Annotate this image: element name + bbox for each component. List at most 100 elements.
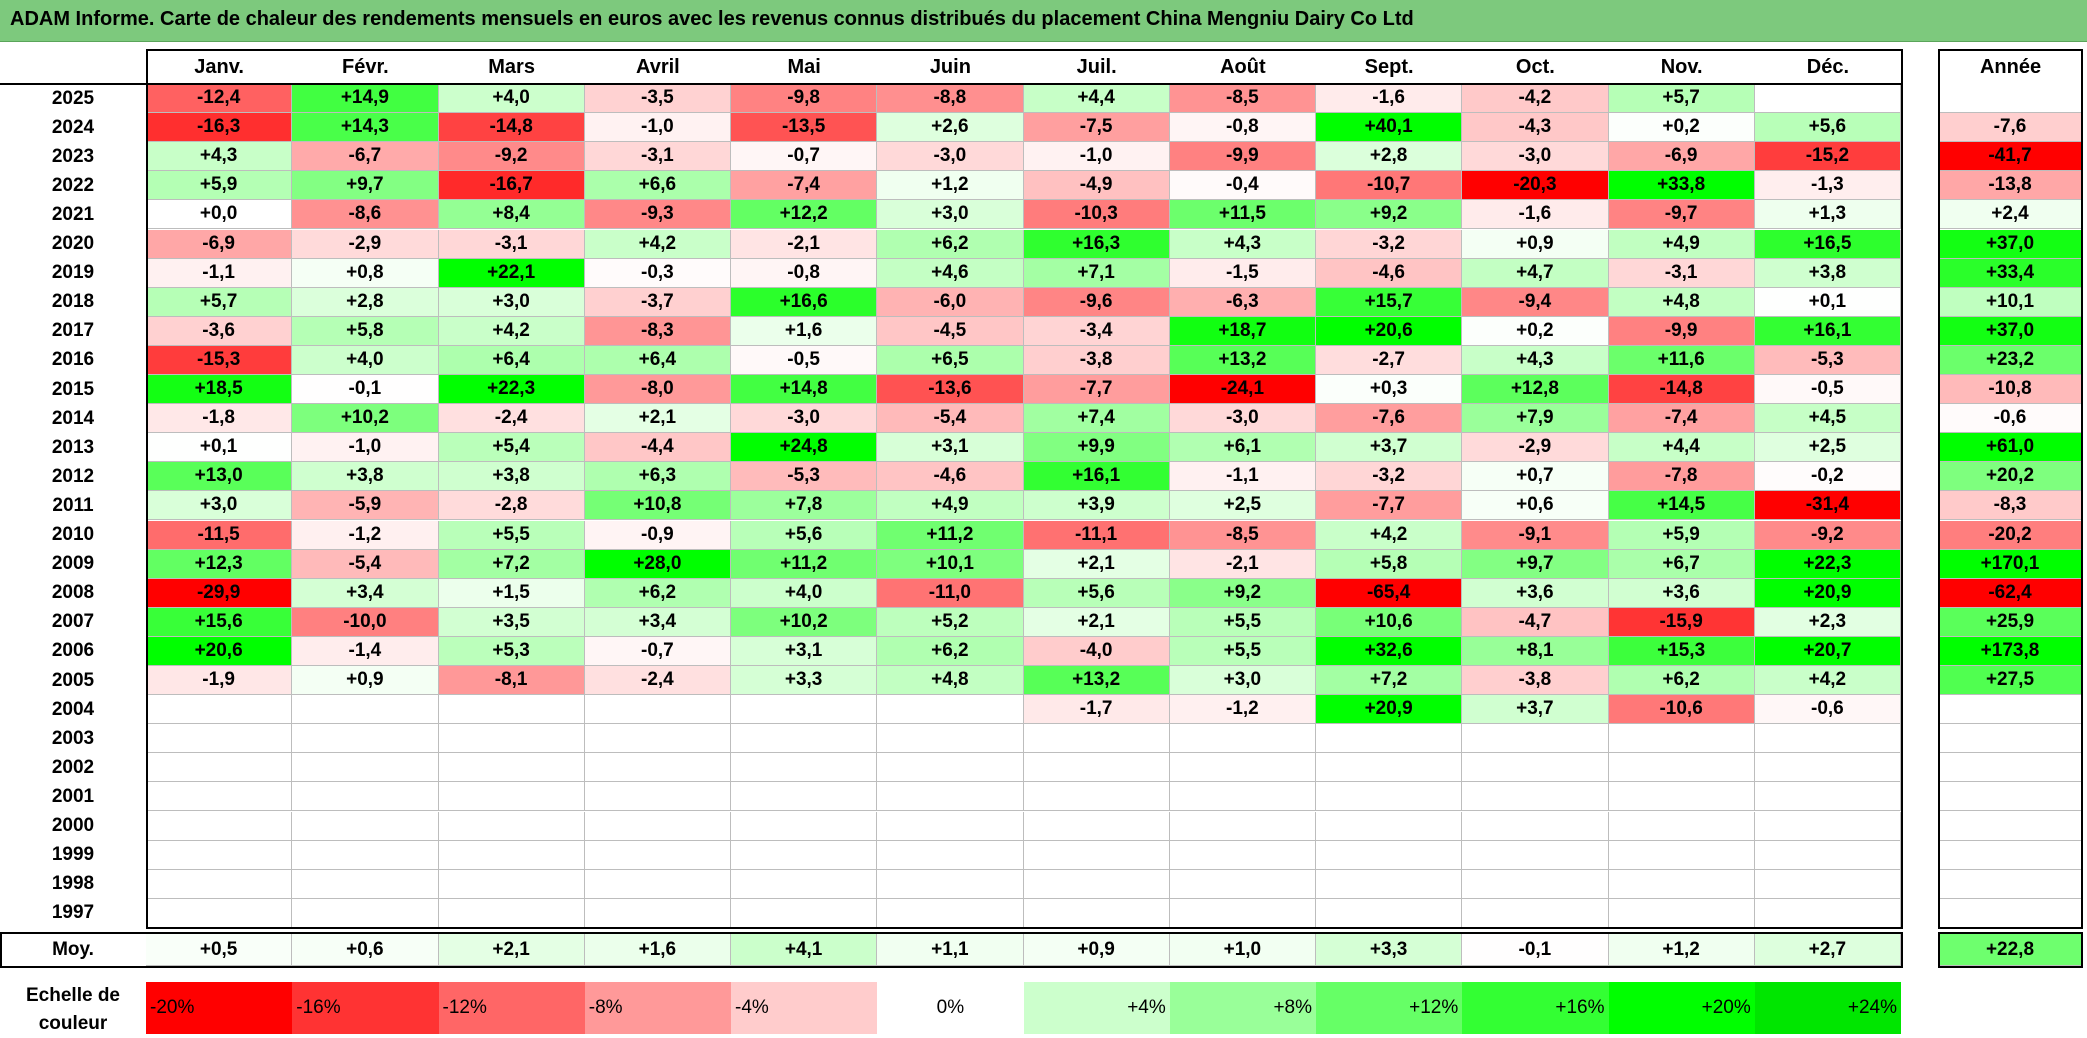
heatmap-cell: +3,9 (1023, 491, 1170, 521)
average-cell: +0,9 (1023, 934, 1170, 966)
heatmap-cell (1608, 753, 1755, 783)
heatmap-cell (1608, 782, 1755, 812)
heatmap-cell: -3,0 (877, 142, 1024, 172)
heatmap-cell: -6,0 (877, 287, 1024, 317)
heatmap-cell: +3,8 (292, 462, 439, 492)
year-label: 2000 (51, 815, 95, 837)
heatmap-cell: -1,2 (1169, 695, 1316, 725)
heatmap-cell (877, 898, 1024, 928)
annual-cell (1938, 753, 2083, 783)
heatmap-cell: -4,5 (877, 316, 1024, 346)
year-label: 2016 (51, 349, 95, 371)
heatmap-cell (292, 753, 439, 783)
heatmap-cell: -1,7 (1023, 695, 1170, 725)
heatmap-cell (731, 782, 878, 812)
heatmap-cell: +12,2 (731, 200, 878, 230)
heatmap-cell: +3,0 (146, 491, 293, 521)
heatmap-cell: -9,7 (1608, 200, 1755, 230)
heatmap-cell (731, 869, 878, 899)
year-label: 2025 (51, 87, 95, 109)
annual-cell: +37,0 (1938, 316, 2083, 346)
heatmap-cell (438, 753, 585, 783)
heatmap-cell: +3,8 (438, 462, 585, 492)
year-label: 2004 (51, 698, 95, 720)
average-label: Moy. (52, 939, 94, 960)
heatmap-cell (146, 753, 293, 783)
average-cell: +2,1 (438, 934, 585, 966)
heatmap-cell (292, 869, 439, 899)
heatmap-cell: -10,6 (1608, 695, 1755, 725)
heatmap-cell: +5,9 (146, 171, 293, 201)
year-label: 2014 (51, 407, 95, 429)
heatmap-cell (1169, 753, 1316, 783)
heatmap-cell: +3,1 (877, 433, 1024, 463)
heatmap-cell (438, 840, 585, 870)
annual-cell: +173,8 (1938, 636, 2083, 666)
heatmap-cell (877, 753, 1024, 783)
heatmap-cell: +6,2 (584, 578, 731, 608)
heatmap-cell: +15,6 (146, 607, 293, 637)
heatmap-cell: +3,8 (1754, 258, 1901, 288)
heatmap-cell (877, 869, 1024, 899)
heatmap-cell: -9,9 (1608, 316, 1755, 346)
heatmap-cell: -14,8 (438, 113, 585, 143)
color-scale-label: Echelle de couleur (26, 985, 120, 1034)
heatmap-cell: +3,4 (584, 607, 731, 637)
heatmap-cell: -4,3 (1462, 113, 1609, 143)
heatmap-cell: +7,4 (1023, 404, 1170, 434)
heatmap-cell: +3,5 (438, 607, 585, 637)
average-cell: +1,6 (584, 934, 731, 966)
heatmap-cell (438, 724, 585, 754)
heatmap-cell: +3,6 (1462, 578, 1609, 608)
heatmap-cell (1316, 753, 1463, 783)
heatmap-cell: -15,3 (146, 345, 293, 375)
month-header: Mars (488, 55, 535, 78)
heatmap-cell: +7,2 (438, 549, 585, 579)
annual-cell: -7,6 (1938, 113, 2083, 143)
heatmap-cell: +16,5 (1754, 229, 1901, 259)
heatmap-cell: -24,1 (1169, 375, 1316, 405)
heatmap-cell: +10,6 (1316, 607, 1463, 637)
heatmap-cell (1169, 898, 1316, 928)
average-cell: +1,1 (877, 934, 1024, 966)
month-header: Déc. (1806, 55, 1849, 78)
heatmap-cell: +4,8 (1608, 287, 1755, 317)
heatmap-cell (438, 695, 585, 725)
heatmap-cell (146, 782, 293, 812)
heatmap-cell: +3,3 (731, 666, 878, 696)
heatmap-cell: -3,7 (584, 287, 731, 317)
heatmap-cell: +5,5 (1169, 607, 1316, 637)
heatmap-cell (292, 898, 439, 928)
heatmap-cell: -1,4 (292, 636, 439, 666)
chart-title: ADAM Informe. Carte de chaleur des rende… (10, 8, 1414, 30)
heatmap-cell (438, 782, 585, 812)
heatmap-cell (1462, 898, 1609, 928)
heatmap-cell: -7,7 (1023, 375, 1170, 405)
heatmap-cell: -11,1 (1023, 520, 1170, 550)
heatmap-cell: +4,0 (731, 578, 878, 608)
heatmap-cell: -0,8 (731, 258, 878, 288)
heatmap-cell: -9,2 (1754, 520, 1901, 550)
heatmap-cell: +1,6 (731, 316, 878, 346)
heatmap-cell: -7,5 (1023, 113, 1170, 143)
heatmap-cell: +2,1 (584, 404, 731, 434)
heatmap-cell (1608, 869, 1755, 899)
heatmap-cell: -6,9 (146, 229, 293, 259)
heatmap-cell: +10,8 (584, 491, 731, 521)
heatmap-cell: +5,5 (438, 520, 585, 550)
heatmap-cell: -0,6 (1754, 695, 1901, 725)
heatmap-cell: +40,1 (1316, 113, 1463, 143)
month-header: Juin (929, 55, 971, 78)
heatmap-cell (1754, 898, 1901, 928)
heatmap-cell (1023, 840, 1170, 870)
heatmap-cell: +12,8 (1462, 375, 1609, 405)
heatmap-cell: +4,2 (1754, 666, 1901, 696)
heatmap-cell: -0,9 (584, 520, 731, 550)
heatmap-cell (1023, 782, 1170, 812)
heatmap-cell: +3,7 (1316, 433, 1463, 463)
heatmap-cell: -0,2 (1754, 462, 1901, 492)
heatmap-cell (1316, 811, 1463, 841)
heatmap-cell: +0,2 (1462, 316, 1609, 346)
title-bar: ADAM Informe. Carte de chaleur des rende… (0, 0, 2087, 42)
heatmap-cell (1316, 724, 1463, 754)
